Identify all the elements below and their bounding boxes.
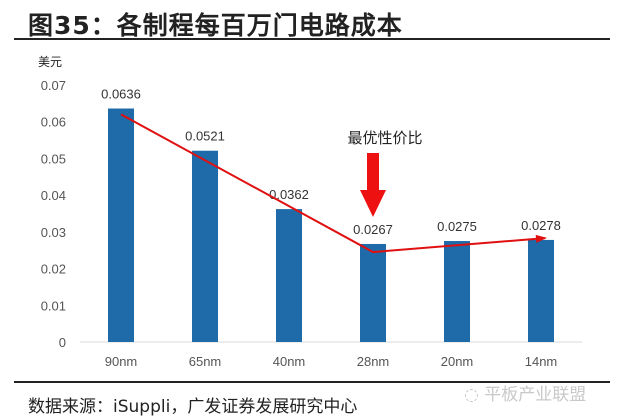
y-tick-label: 0.03 bbox=[41, 225, 66, 240]
bar-28nm bbox=[360, 243, 386, 342]
x-tick-label: 90nm bbox=[105, 354, 138, 369]
watermark: ◌ 平板产业联盟 bbox=[464, 380, 586, 405]
wechat-icon: ◌ bbox=[464, 385, 485, 405]
x-tick-label: 14nm bbox=[525, 354, 558, 369]
data-label: 0.0362 bbox=[269, 187, 309, 202]
bar-65nm bbox=[192, 150, 218, 342]
data-label: 0.0636 bbox=[101, 86, 141, 101]
bar-14nm bbox=[528, 239, 554, 342]
x-tick-label: 65nm bbox=[189, 354, 222, 369]
y-tick-label: 0.07 bbox=[41, 78, 66, 93]
x-tick-label: 20nm bbox=[441, 354, 474, 369]
trend-line bbox=[120, 113, 546, 254]
down-arrow-icon bbox=[360, 153, 386, 217]
x-tick-label: 28nm bbox=[357, 354, 390, 369]
y-axis-label: 美元 bbox=[38, 55, 62, 69]
y-tick-label: 0.06 bbox=[41, 115, 66, 130]
bottom-rule bbox=[14, 381, 610, 383]
trend-arrowhead bbox=[535, 234, 547, 243]
y-tick-label: 0.04 bbox=[41, 188, 66, 203]
data-label: 0.0275 bbox=[437, 219, 477, 234]
x-tick-label: 40nm bbox=[273, 354, 306, 369]
bar-40nm bbox=[276, 209, 302, 342]
y-tick-label: 0 bbox=[59, 335, 66, 350]
data-label: 0.0278 bbox=[521, 218, 561, 233]
y-tick-label: 0.02 bbox=[41, 262, 66, 277]
top-rule bbox=[14, 38, 610, 40]
y-tick-label: 0.05 bbox=[41, 151, 66, 166]
y-tick-label: 0.01 bbox=[41, 298, 66, 313]
data-label: 0.0521 bbox=[185, 129, 225, 144]
data-label: 0.0267 bbox=[353, 222, 393, 237]
bar-90nm bbox=[108, 108, 134, 342]
bar-20nm bbox=[444, 241, 470, 342]
annotation-label: 最优性价比 bbox=[347, 130, 422, 147]
figure-title: 图35：各制程每百万门电路成本 bbox=[28, 11, 403, 40]
watermark-text: 平板产业联盟 bbox=[484, 385, 587, 405]
source-note: 数据来源：iSuppli，广发证券发展研究中心 bbox=[28, 397, 358, 417]
